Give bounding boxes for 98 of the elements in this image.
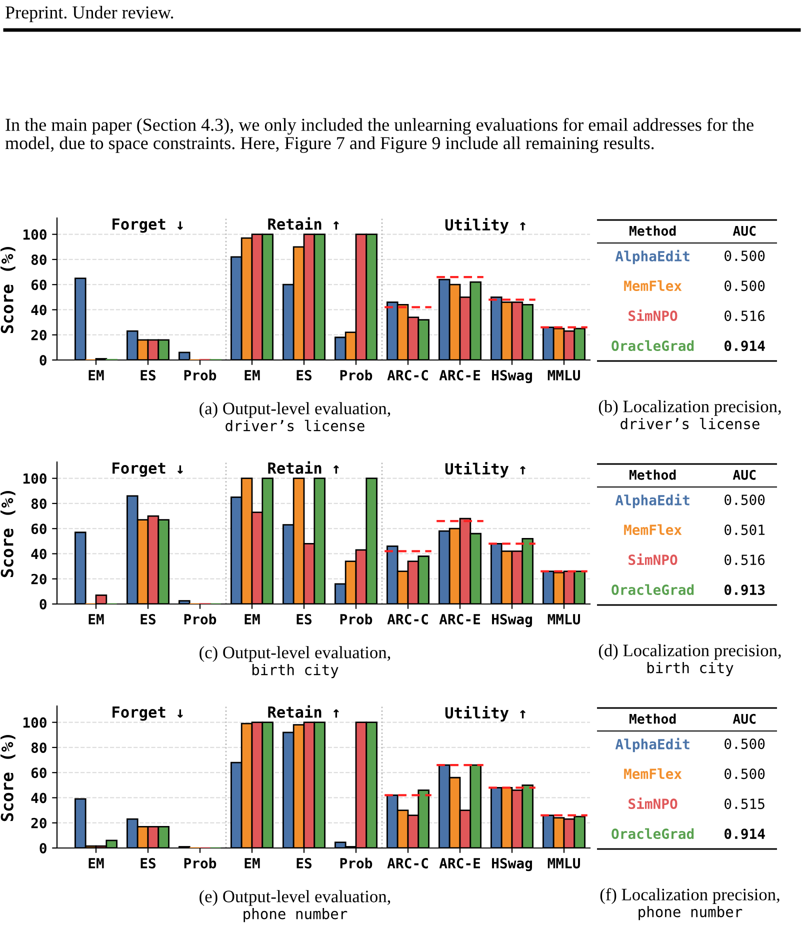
x-tick-label: EM [244, 370, 260, 380]
y-tick-label: 20 [31, 818, 46, 828]
x-tick-label: Prob [184, 614, 216, 624]
category-label: OracleGrad [612, 584, 694, 596]
text: 0.500 [724, 768, 765, 780]
annotation: Retain ↑ [268, 705, 339, 718]
annotation: Forget ↓ [112, 462, 183, 477]
text: 0.501 [724, 524, 765, 536]
x-tick-label: HSwag [492, 858, 532, 872]
y-axis-title: Score (%) [0, 246, 16, 334]
y-tick-label: 100 [23, 473, 46, 484]
text: (f) Localization precision, phone number [600, 888, 780, 920]
x-tick-label: ES [296, 614, 312, 624]
x-tick-label: ARC-E [439, 858, 480, 868]
category-label: MemFlex [624, 768, 682, 780]
y-tick-label: 0 [40, 842, 46, 854]
text: In the main paper (Section 4.3), we only included the unlearning evaluations for email addresses for the model, due to space constraints. Here, Figure 7 and Figure 9 include all remaining results. [5, 118, 754, 153]
text: (b) Localization precision, driver’s license [598, 400, 781, 430]
text: 0.914 [724, 340, 765, 352]
category-label: OracleGrad [612, 340, 694, 352]
text: AUC [732, 226, 756, 236]
x-tick-label: ARC-E [439, 370, 480, 380]
y-tick-label: 80 [31, 742, 46, 753]
text: AUC [732, 714, 756, 724]
text: 0.500 [724, 280, 765, 292]
annotation: Retain ↑ [268, 217, 339, 230]
text: 0.500 [724, 494, 765, 506]
text: 0.500 [724, 250, 765, 262]
y-tick-label: 100 [23, 717, 46, 728]
text: Method [630, 714, 676, 724]
y-tick-label: 40 [31, 548, 46, 560]
x-tick-label: ARC-C [387, 614, 428, 624]
text: 0.914 [724, 828, 765, 840]
annotation: Utility ↑ [445, 218, 526, 234]
x-tick-label: ES [296, 370, 312, 380]
y-tick-label: 40 [31, 304, 46, 316]
text: (e) Output-level evaluation, phone number [200, 890, 390, 922]
x-tick-label: Prob [340, 614, 372, 624]
y-tick-label: 40 [31, 792, 46, 804]
x-tick-label: HSwag [492, 614, 532, 628]
x-tick-label: MMLU [548, 858, 580, 868]
text: Method [630, 226, 676, 236]
x-tick-label: ARC-C [387, 370, 428, 380]
y-tick-label: 80 [31, 498, 46, 509]
y-tick-label: 60 [31, 280, 46, 290]
annotation: Utility ↑ [445, 462, 526, 478]
annotation: Retain ↑ [268, 461, 339, 474]
x-tick-label: EM [88, 858, 104, 868]
category-label: AlphaEdit [615, 494, 690, 508]
x-tick-label: ES [140, 614, 156, 624]
y-tick-label: 100 [23, 229, 46, 240]
category-label: SimNPO [628, 554, 678, 566]
x-tick-label: Prob [184, 858, 216, 868]
x-tick-label: Prob [184, 370, 216, 380]
category-label: AlphaEdit [615, 738, 690, 752]
category-label: SimNPO [628, 310, 678, 322]
category-label: SimNPO [628, 798, 678, 810]
text: 0.913 [724, 584, 765, 596]
y-tick-label: 80 [31, 254, 46, 265]
category-label: OracleGrad [612, 828, 694, 840]
x-tick-label: EM [88, 614, 104, 624]
annotation: Utility ↑ [445, 706, 526, 722]
text: (d) Localization precision, birth city [598, 644, 781, 676]
text: (c) Output-level evaluation, birth city [200, 646, 390, 678]
y-tick-label: 0 [40, 354, 46, 366]
x-tick-label: Prob [340, 370, 372, 380]
text: 0.516 [724, 554, 765, 566]
text: 0.515 [724, 798, 764, 810]
text: 0.516 [724, 310, 765, 322]
x-tick-label: ES [296, 858, 312, 868]
annotation: Forget ↓ [112, 218, 183, 233]
x-tick-label: ES [140, 858, 156, 868]
x-tick-label: ARC-C [387, 858, 428, 868]
x-tick-label: ES [140, 370, 156, 380]
x-tick-label: EM [244, 614, 260, 624]
y-tick-label: 60 [31, 524, 46, 534]
category-label: MemFlex [624, 524, 682, 536]
category-label: AlphaEdit [615, 250, 690, 264]
x-tick-label: EM [88, 370, 104, 380]
y-tick-label: 20 [31, 574, 46, 584]
text: 0.500 [724, 738, 765, 750]
x-tick-label: MMLU [548, 370, 580, 380]
y-axis-title: Score (%) [0, 490, 16, 578]
y-tick-label: 20 [31, 330, 46, 340]
annotation: Forget ↓ [112, 706, 183, 721]
category-label: MemFlex [624, 280, 682, 292]
x-tick-label: EM [244, 858, 260, 868]
text: (a) Output-level evaluation, driver’s license [200, 402, 390, 432]
y-tick-label: 60 [31, 768, 46, 778]
x-tick-label: ARC-E [439, 614, 480, 624]
y-tick-label: 0 [40, 598, 46, 610]
x-tick-label: Prob [340, 858, 372, 868]
x-tick-label: MMLU [548, 614, 580, 624]
text: AUC [732, 470, 756, 480]
text: Preprint. Under review. [6, 6, 174, 22]
x-tick-label: HSwag [492, 370, 532, 384]
y-axis-title: Score (%) [0, 734, 16, 822]
text: Method [630, 470, 676, 480]
